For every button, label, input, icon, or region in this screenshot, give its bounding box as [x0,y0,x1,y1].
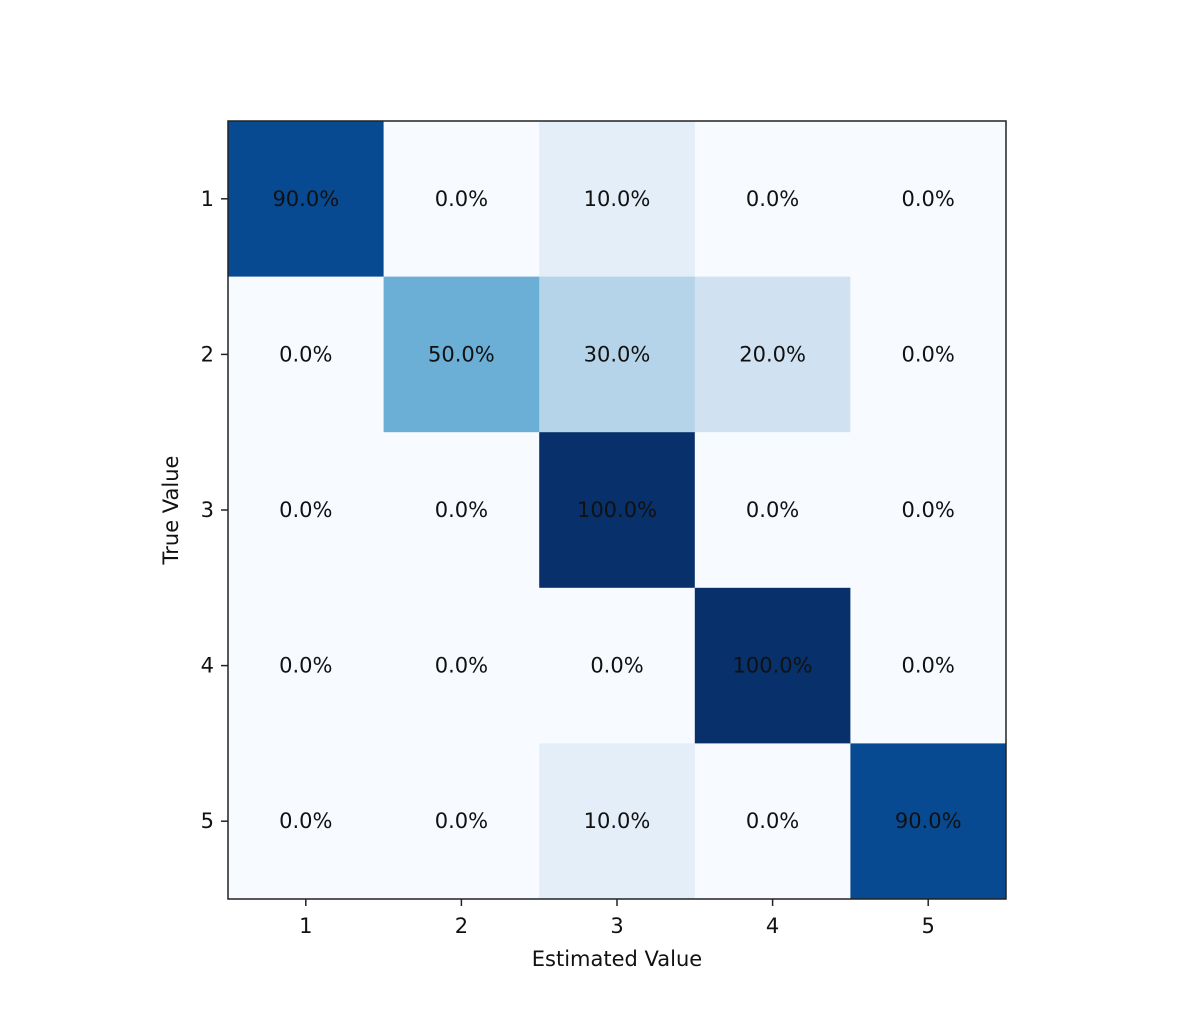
x-tick-label-2: 2 [455,914,468,938]
cell-value-label-r2-c4: 20.0% [739,342,806,366]
heatmap-cell-r4-c2 [383,587,540,744]
cell-value-label-r2-c3: 30.0% [584,342,651,366]
heatmap-cell-r1-c4 [694,121,851,278]
heatmap-cell-r5-c4 [694,743,851,900]
cell-value-labels: 90.0% 0.0% 10.0% 0.0% 0.0% 0.0% 50.0% 30.0% 20.0… [272,187,961,833]
x-tick-label-3: 3 [610,914,623,938]
heatmap-cell-r4-c1 [228,587,385,744]
cell-value-label-r3-c2: 0.0% [435,498,488,522]
heatmap-cell-r5-c3 [539,743,696,900]
heatmap-cell-r2-c1 [228,276,385,433]
heatmap-cell-r1-c5 [850,121,1007,278]
cell-value-label-r4-c1: 0.0% [279,654,332,678]
cell-value-label-r1-c2: 0.0% [435,187,488,211]
x-tick-label-5: 5 [922,914,935,938]
heatmap-cell-r2-c3 [539,276,696,433]
y-axis-label: True Value [159,456,183,566]
cell-value-label-r4-c5: 0.0% [902,654,955,678]
cell-value-label-r1-c4: 0.0% [746,187,799,211]
cell-value-label-r5-c3: 10.0% [584,809,651,833]
x-tick-label-4: 4 [766,914,779,938]
cell-value-label-r4-c2: 0.0% [435,654,488,678]
cell-value-label-r4-c4: 100.0% [733,654,813,678]
heatmap-cells [228,121,1007,900]
cell-value-label-r2-c2: 50.0% [428,342,495,366]
cell-value-label-r5-c4: 0.0% [746,809,799,833]
cell-value-label-r1-c3: 10.0% [584,187,651,211]
y-tick-label-1: 1 [201,187,214,211]
heatmap-cell-r3-c3 [539,432,696,589]
cell-value-label-r5-c5: 90.0% [895,809,962,833]
cell-value-label-r1-c5: 0.0% [902,187,955,211]
cell-value-label-r3-c5: 0.0% [902,498,955,522]
cell-value-label-r3-c1: 0.0% [279,498,332,522]
y-tick-label-3: 3 [201,498,214,522]
heatmap-cell-r5-c2 [383,743,540,900]
heatmap-cell-r3-c1 [228,432,385,589]
heatmap-cell-r2-c4 [694,276,851,433]
heatmap-cell-r5-c1 [228,743,385,900]
cell-value-label-r5-c2: 0.0% [435,809,488,833]
heatmap-cell-r1-c2 [383,121,540,278]
heatmap-cell-r1-c3 [539,121,696,278]
heatmap-cell-r3-c4 [694,432,851,589]
x-axis-ticks: 1 2 3 4 5 [299,899,935,938]
heatmap-cell-r4-c5 [850,587,1007,744]
heatmap-cell-r3-c2 [383,432,540,589]
heatmap-cell-r5-c5 [850,743,1007,900]
heatmap-cell-r4-c3 [539,587,696,744]
y-tick-label-4: 4 [201,654,214,678]
heatmap-cell-r2-c5 [850,276,1007,433]
cell-value-label-r4-c3: 0.0% [590,654,643,678]
heatmap-cell-r3-c5 [850,432,1007,589]
y-tick-label-5: 5 [201,809,214,833]
cell-value-label-r2-c5: 0.0% [902,342,955,366]
x-tick-label-1: 1 [299,914,312,938]
heatmap-cell-r2-c2 [383,276,540,433]
heatmap-cell-r4-c4 [694,587,851,744]
y-tick-label-2: 2 [201,342,214,366]
cell-value-label-r3-c4: 0.0% [746,498,799,522]
heatmap-cell-r1-c1 [228,121,385,278]
x-axis-label: Estimated Value [532,947,702,971]
cell-value-label-r5-c1: 0.0% [279,809,332,833]
cell-value-label-r3-c3: 100.0% [577,498,657,522]
cell-value-label-r1-c1: 90.0% [272,187,339,211]
y-axis-ticks: 1 2 3 4 5 [201,187,228,833]
cell-value-label-r2-c1: 0.0% [279,342,332,366]
